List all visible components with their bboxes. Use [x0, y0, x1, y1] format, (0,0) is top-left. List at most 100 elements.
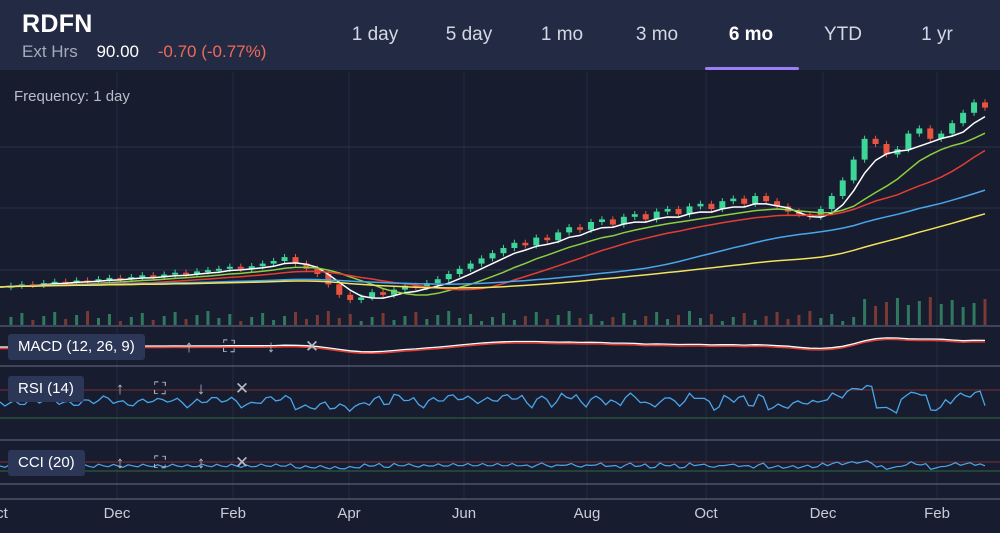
candle-body [467, 263, 474, 269]
expand-icon[interactable]: ⛶ [154, 379, 166, 398]
volume-bar [9, 317, 13, 325]
candle-body [598, 219, 605, 222]
extended-hours-row: Ext Hrs 90.00 -0.70 (-0.77%) [22, 42, 266, 62]
ma-white-line [0, 115, 986, 299]
candle-body [949, 123, 956, 134]
down-arrow-icon[interactable]: ↕ [196, 453, 206, 472]
down-arrow-icon[interactable]: ↓ [266, 337, 276, 356]
tab-1-mo[interactable]: 1 mo [540, 24, 584, 45]
candle-body [675, 209, 682, 215]
candle-body [511, 242, 518, 248]
volume-bar [939, 304, 943, 325]
x-axis-label: Apr [337, 505, 361, 522]
volume-bar [545, 319, 549, 325]
volume-bar [348, 314, 352, 325]
candle-body [259, 263, 266, 267]
cci-line [0, 460, 986, 470]
close-icon[interactable]: ✕ [234, 379, 250, 398]
volume-bar [731, 317, 735, 325]
volume-bar [567, 311, 571, 325]
up-arrow-icon[interactable]: ↑ [184, 337, 194, 356]
candle-body [982, 102, 988, 108]
volume-bar [272, 320, 276, 325]
tab-6-mo[interactable]: 6 mo [728, 24, 774, 45]
candle-body [139, 275, 146, 278]
volume-bar [950, 300, 954, 325]
candle-body [500, 248, 507, 254]
volume-bar [381, 313, 385, 325]
volume-bar [228, 314, 232, 325]
volume-bar [906, 305, 910, 325]
ticker-symbol: RDFN [22, 10, 93, 38]
volume-bar [162, 316, 166, 325]
up-arrow-icon[interactable]: ↕ [115, 453, 125, 472]
candle-body [478, 258, 485, 264]
volume-bar [217, 318, 221, 325]
volume-bar [852, 317, 856, 325]
cci-label[interactable]: CCI (20) [8, 450, 85, 476]
volume-bar [972, 303, 976, 325]
candle-body [730, 198, 737, 202]
frequency-label: Frequency: 1 day [14, 88, 130, 105]
candle-body [566, 227, 573, 233]
volume-bar [195, 315, 199, 325]
candle-body [204, 270, 211, 273]
tab-ytd[interactable]: YTD [824, 24, 862, 45]
volume-bar [326, 311, 330, 325]
up-arrow-icon[interactable]: ↑ [115, 379, 125, 398]
stock-chart[interactable] [0, 70, 1000, 502]
candle-body [872, 138, 879, 144]
close-icon[interactable]: ✕ [304, 337, 320, 356]
volume-bar [118, 321, 122, 325]
volume-bar [600, 321, 604, 325]
candle-body [401, 285, 408, 290]
rsi-line [0, 384, 986, 414]
volume-bar [469, 314, 473, 325]
candle-body [445, 274, 452, 280]
tab-1-day[interactable]: 1 day [351, 24, 399, 45]
candle-body [719, 201, 726, 209]
tab-1-yr[interactable]: 1 yr [921, 24, 953, 45]
down-arrow-icon[interactable]: ↓ [196, 379, 206, 398]
candle-body [161, 274, 168, 277]
volume-bar [742, 313, 746, 325]
candle-body [303, 263, 310, 269]
volume-bar [425, 319, 429, 325]
volume-bar [633, 320, 637, 325]
volume-bar [107, 314, 111, 325]
volume-bar [304, 319, 308, 325]
volume-bar [874, 306, 878, 325]
candle-body [664, 209, 671, 212]
candle-body [752, 196, 759, 204]
ext-hours-price: 90.00 [96, 42, 140, 61]
volume-bar [720, 321, 724, 325]
candle-body [883, 144, 890, 155]
ma-yellow-line [0, 213, 986, 289]
rsi-label[interactable]: RSI (14) [8, 376, 84, 402]
candle-body [369, 292, 376, 298]
volume-bar [31, 320, 35, 325]
candle-body [270, 261, 277, 264]
volume-bar [885, 302, 888, 325]
volume-bar [611, 317, 615, 325]
candle-body [237, 266, 244, 269]
ma-blue-line [0, 189, 986, 288]
volume-bar [75, 315, 79, 325]
tab-5-day[interactable]: 5 day [445, 24, 493, 45]
macd-signal-line [0, 338, 986, 355]
expand-icon[interactable]: ⛶ [223, 337, 235, 356]
candle-body [577, 227, 584, 230]
close-icon[interactable]: ✕ [234, 453, 250, 472]
expand-icon[interactable]: ⛶ [154, 453, 166, 472]
macd-label[interactable]: MACD (12, 26, 9) [8, 334, 145, 360]
volume-bar [983, 299, 987, 325]
candle-body [150, 275, 157, 278]
candle-body [434, 279, 441, 284]
volume-bar [261, 313, 265, 325]
candle-body [248, 266, 255, 269]
candle-body [861, 138, 868, 160]
candle-body [927, 128, 934, 139]
tab-3-mo[interactable]: 3 mo [635, 24, 679, 45]
candle-body [347, 294, 354, 300]
volume-bar [283, 316, 287, 325]
